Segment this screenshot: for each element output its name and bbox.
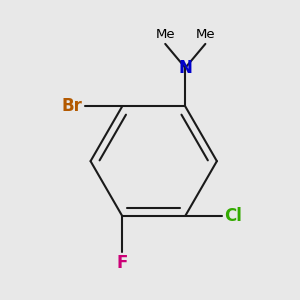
Text: Cl: Cl — [224, 207, 242, 225]
Text: Br: Br — [62, 98, 83, 116]
Text: Me: Me — [155, 28, 175, 41]
Text: F: F — [116, 254, 128, 272]
Text: Me: Me — [196, 28, 215, 41]
Text: N: N — [178, 59, 192, 77]
